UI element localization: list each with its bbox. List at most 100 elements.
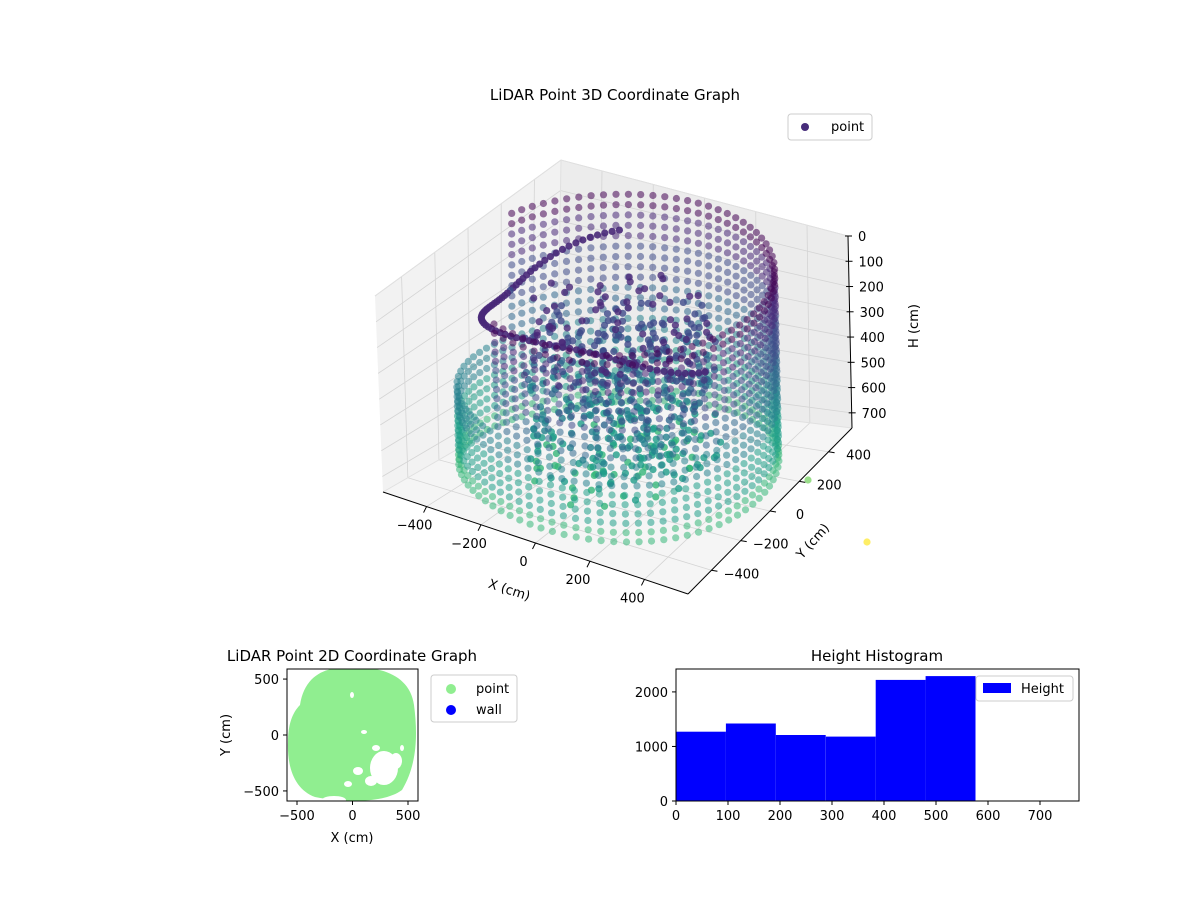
plot3d-point — [741, 478, 749, 486]
plot3d-point — [705, 252, 713, 260]
plot3d-point — [695, 323, 703, 331]
plot3d-point — [624, 232, 632, 240]
plot3d-point — [645, 472, 653, 480]
plot3d-point — [689, 361, 697, 369]
plot3d-point — [614, 308, 622, 316]
plot3d-point — [528, 234, 536, 242]
plot3d-point — [739, 218, 747, 226]
plot3d-point — [750, 328, 758, 336]
plot3d-point — [686, 292, 694, 300]
plot3d-point — [510, 376, 518, 384]
plot3d-point — [472, 416, 480, 424]
plot3d-point — [648, 371, 656, 379]
plot3d-point — [508, 251, 516, 259]
plot3d-point — [528, 223, 536, 231]
histogram-legend-label: Height — [1021, 682, 1064, 697]
plot3d-point — [732, 474, 740, 482]
plot3d-point — [539, 199, 548, 208]
plot3d-point — [649, 232, 657, 241]
plot3d-point — [570, 468, 578, 476]
plot3d-point — [629, 389, 638, 397]
plot3d-point — [580, 414, 588, 422]
plot3d-point — [504, 465, 512, 473]
plot3d-point — [555, 391, 563, 399]
plot3d-point — [632, 445, 640, 453]
plot3d-point — [649, 191, 657, 200]
plot3d-point — [732, 465, 740, 473]
plot3d-point — [600, 421, 608, 429]
plot3d-point — [732, 292, 740, 300]
plot3d-point — [646, 500, 654, 508]
plot3d-point — [732, 301, 740, 309]
plot3d-point — [506, 502, 514, 510]
plot3d-point — [714, 206, 722, 214]
plot3d-point — [535, 351, 543, 359]
histogram-legend: Height — [975, 675, 1074, 702]
plot3d-point — [512, 423, 520, 431]
plot3d-point — [599, 222, 608, 230]
plot3d-point — [539, 231, 547, 239]
plot3d-point — [593, 425, 601, 433]
plot3d-point — [619, 454, 627, 462]
plot3d-point — [693, 482, 701, 490]
plot3d-point — [679, 401, 687, 409]
plot3d-point — [582, 479, 591, 487]
plot3d-point — [681, 475, 690, 484]
plot3d-point — [730, 391, 738, 399]
histogram-xtick-label: 200 — [768, 809, 793, 824]
plot3d-point — [661, 244, 669, 252]
plot3d-point — [740, 305, 748, 313]
plot3d-point — [672, 306, 680, 314]
plot3d-point — [746, 417, 754, 425]
plot3d-point — [551, 239, 559, 247]
plot3d-point — [682, 485, 690, 493]
plot3d-point — [526, 511, 534, 519]
plot3d-point — [720, 386, 729, 395]
plot3d-point — [666, 366, 674, 374]
plot3d-point — [496, 469, 504, 478]
plot3d-point — [476, 409, 484, 417]
plot3d-point — [755, 476, 763, 484]
plot3d-point — [514, 460, 522, 468]
plot3d-point — [594, 443, 602, 452]
plot3d-point — [659, 517, 667, 525]
plot3d-point — [611, 326, 620, 334]
plot3d-point — [770, 259, 778, 267]
plot3d-point — [739, 441, 748, 449]
plot3d-xtick-label: −400 — [397, 519, 433, 534]
plot3d-point — [604, 379, 612, 387]
plot3d-point — [599, 201, 608, 209]
plot3d-point — [715, 304, 723, 313]
plot3d-point — [715, 521, 723, 529]
plot3d-point — [764, 291, 772, 299]
plot3d-point — [748, 491, 757, 499]
plot3d-point — [612, 201, 620, 209]
plot3d-point — [559, 493, 567, 501]
plot3d-point — [733, 511, 742, 519]
plot3d-point — [714, 245, 723, 253]
plot3d-point — [551, 259, 559, 268]
plot3d-point — [483, 375, 491, 383]
plot3d-point — [712, 428, 720, 436]
plot3d-point — [494, 423, 502, 431]
plot3d-point — [757, 350, 765, 358]
plot3d-point — [753, 276, 761, 284]
plot3d-point — [656, 433, 664, 441]
plot3d-point — [725, 516, 733, 524]
plot3d-point — [648, 386, 656, 394]
plot3d-point — [723, 249, 732, 257]
plot3d-point — [668, 441, 677, 449]
plot3d-point — [513, 451, 521, 459]
plot3d-point — [749, 500, 757, 508]
plot3d-point — [680, 448, 689, 456]
plot3d-point — [587, 285, 595, 294]
plot3d-point — [589, 463, 597, 471]
plot3d-point — [553, 354, 561, 362]
plot3d-point — [620, 482, 629, 490]
plot3d-point — [518, 299, 526, 307]
plot3d-point — [618, 417, 626, 425]
plot3d-point — [670, 478, 678, 486]
plot3d-point — [469, 477, 477, 485]
plot3d-point — [479, 422, 487, 430]
plot3d-point — [629, 379, 637, 388]
